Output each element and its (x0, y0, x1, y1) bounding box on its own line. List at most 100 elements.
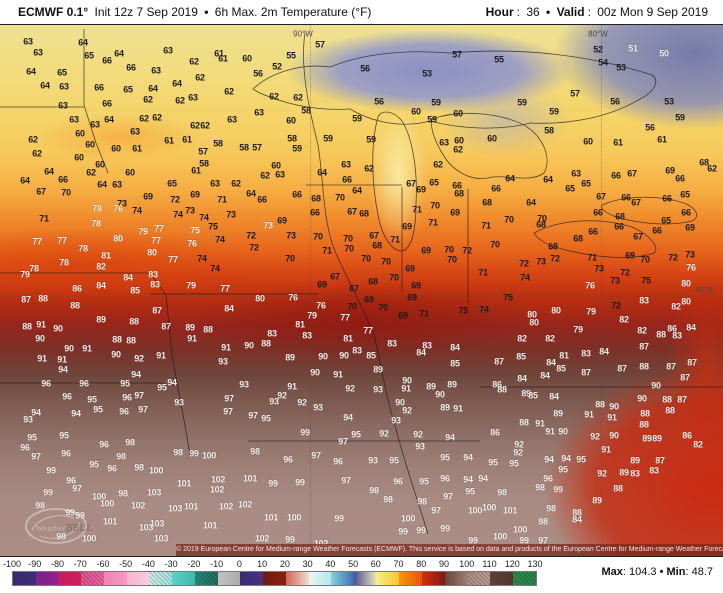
temp-value: 99 (553, 484, 563, 495)
temp-value: 99 (46, 465, 56, 476)
temp-value: 70 (61, 187, 71, 198)
temp-value: 63 (254, 107, 264, 118)
hour-value: 36 (526, 4, 540, 19)
temp-value: 62 (224, 86, 234, 97)
temp-value: 77 (168, 254, 178, 265)
temp-value: 79 (573, 324, 583, 335)
temp-value: 94 (544, 454, 554, 465)
temp-value: 60 (242, 53, 252, 64)
temp-value: 76 (316, 300, 326, 311)
temp-value: 86 (72, 283, 82, 294)
colon: : (622, 566, 629, 578)
colorbar-segment (217, 572, 241, 585)
map: 63 63 64 65 66 64 66 63 62 61 61 64 65 63 62 64 63 66 65 64… (0, 24, 723, 557)
temp-value: 99 (285, 534, 295, 545)
temp-value: 63 (23, 36, 33, 47)
temp-value: 91 (287, 381, 297, 392)
temp-value: 88 (613, 483, 623, 494)
temp-value: 81 (559, 350, 569, 361)
temp-value: 87 (617, 363, 627, 374)
temp-value: 99 (398, 526, 408, 537)
temp-value: 87 (680, 372, 690, 383)
temp-value: 85 (528, 390, 538, 401)
temp-value: 92 (413, 429, 423, 440)
temp-value: 73 (117, 198, 127, 209)
temp-value: 91 (36, 319, 46, 330)
temp-value: 60 (125, 167, 135, 178)
temp-value: 64 (148, 83, 158, 94)
colorbar-tick-label: 10 (257, 559, 268, 569)
temp-value: 66 (652, 225, 662, 236)
temp-value: 90 (558, 426, 568, 437)
temp-value: 100 (91, 491, 107, 502)
temp-value: 84 (599, 346, 609, 357)
temp-value: 94 (131, 369, 141, 380)
temp-value: 99 (75, 510, 85, 521)
colorbar-tick-label: -60 (96, 559, 110, 569)
colorbar-tick-label: -30 (164, 559, 178, 569)
temp-value: 72 (668, 252, 678, 263)
temp-value: 86 (667, 323, 677, 334)
temp-value: 52 (272, 61, 282, 72)
temp-value: 94 (31, 407, 41, 418)
temp-value: 91 (82, 343, 92, 354)
colorbar-segment (194, 572, 218, 585)
temp-value: 88 (665, 405, 675, 416)
colorbar-segment (513, 572, 536, 585)
temp-value: 95 (558, 464, 568, 475)
footer-bullet: • (659, 566, 664, 578)
temp-value: 88 (126, 335, 136, 346)
temp-value: 86 (492, 379, 502, 390)
temp-value: 95 (509, 458, 519, 469)
colorbar (12, 571, 537, 586)
grid-label: 90°W (293, 29, 313, 39)
temp-value: 72 (462, 245, 472, 256)
temp-value: 80 (681, 296, 691, 307)
temp-value: 70 (361, 253, 371, 264)
temp-value: 95 (389, 455, 399, 466)
temp-value: 96 (107, 463, 117, 474)
temp-value: 85 (450, 358, 460, 369)
temp-value: 77 (151, 235, 161, 246)
temp-value: 81 (101, 250, 111, 261)
temp-value: 93 (391, 415, 401, 426)
temp-value: 60 (111, 143, 121, 154)
min-value: 48.7 (691, 566, 713, 578)
colorbar-tick-label: 80 (416, 559, 427, 569)
temp-value: 66 (126, 62, 136, 73)
temp-value: 65 (680, 189, 690, 200)
temp-value: 83 (148, 269, 158, 280)
temp-value: 81 (295, 319, 305, 330)
temp-value: 79 (138, 226, 148, 237)
temp-value: 67 (347, 206, 357, 217)
temp-value: 100 (81, 533, 97, 544)
temp-value: 70 (285, 253, 295, 264)
temp-value: 58 (199, 158, 209, 169)
temp-value: 97 (338, 436, 348, 447)
temp-value: 64 (172, 78, 182, 89)
temp-value: 89 (440, 402, 450, 413)
temp-value: 101 (242, 473, 258, 484)
temp-value: 61 (164, 135, 174, 146)
title-bullet: • (204, 4, 209, 19)
temp-value: 77 (154, 223, 164, 234)
temp-value: 71 (412, 204, 422, 215)
temp-value: 103 (138, 522, 154, 533)
temp-value: 93 (415, 441, 425, 452)
temp-value: 76 (686, 262, 696, 273)
temp-value: 63 (59, 81, 69, 92)
temp-value: 91 (187, 333, 197, 344)
temp-value: 88 (639, 419, 649, 430)
temp-value: 63 (275, 169, 285, 180)
temp-value: 88 (640, 408, 650, 419)
temp-value: 87 (494, 356, 504, 367)
temp-value: 76 (113, 203, 123, 214)
max-value: 104.3 (628, 566, 657, 578)
temp-value: 97 (431, 505, 441, 516)
temp-value: 96 (79, 378, 89, 389)
colorbar-tick-label: 0 (236, 559, 242, 569)
temp-value: 93 (239, 379, 249, 390)
temp-value: 66 (588, 226, 598, 237)
temp-value: 63 (130, 126, 140, 137)
colorbar-tick-label: 120 (504, 559, 520, 569)
